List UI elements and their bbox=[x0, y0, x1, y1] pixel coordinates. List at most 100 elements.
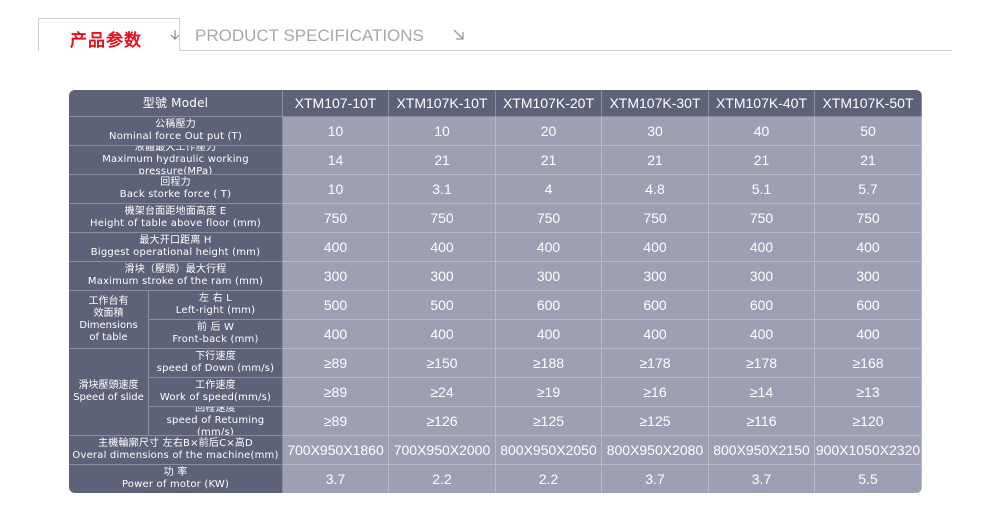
value-cell: 3.7 bbox=[709, 465, 815, 493]
value-cell: 400 bbox=[815, 320, 922, 349]
row-label-cn: 液體最大工作壓力 bbox=[134, 146, 217, 153]
chevron-down-icon bbox=[170, 30, 180, 42]
value-cell: 5.1 bbox=[709, 175, 815, 204]
row-label-cell: 液體最大工作壓力 Maximum hydraulic working pressu… bbox=[69, 146, 283, 175]
value-cell: 300 bbox=[709, 262, 815, 291]
value-cell: 300 bbox=[389, 262, 496, 291]
value-cell: 3.7 bbox=[283, 465, 389, 493]
value-cell: 750 bbox=[389, 204, 496, 233]
value-cell: ≥89 bbox=[283, 378, 389, 407]
row-label-cell: 下行速度 speed of Down (mm/s) bbox=[149, 349, 283, 378]
row-label-cell: 工作速度 Work of speed(mm/s) bbox=[149, 378, 283, 407]
section-header: 产品参数 PRODUCT SPECIFICATIONS bbox=[38, 18, 952, 52]
row-label-cell: 回程力 Back storke force ( T) bbox=[69, 175, 283, 204]
value-cell: ≥13 bbox=[815, 378, 922, 407]
value-cell: 900X1050X2320 bbox=[815, 436, 922, 465]
value-cell: 400 bbox=[709, 233, 815, 262]
row-label-cn: 公稱壓力 bbox=[155, 119, 196, 130]
group-label: 滑块壓頭速度 Speed of slide bbox=[73, 380, 144, 403]
row-label-cn: 前 后 W bbox=[196, 322, 235, 333]
row-label-cell: 最大开口距离 H Biggest operational height (mm) bbox=[69, 233, 283, 262]
value-cell: 21 bbox=[602, 146, 709, 175]
row-label-cn: 最大开口距离 H bbox=[139, 235, 212, 246]
row-label-en: Height of table above floor (mm) bbox=[90, 218, 261, 229]
value-cell: 400 bbox=[389, 320, 496, 349]
value-cell: ≥125 bbox=[602, 407, 709, 436]
value-cell: 300 bbox=[283, 262, 389, 291]
value-cell: 600 bbox=[496, 291, 602, 320]
value-cell: ≥168 bbox=[815, 349, 922, 378]
value-cell: 600 bbox=[602, 291, 709, 320]
row-label-cell: 公稱壓力 Nominal force Out put (T) bbox=[69, 117, 283, 146]
value-cell: 400 bbox=[496, 320, 602, 349]
value-cell: 400 bbox=[496, 233, 602, 262]
value-cell: 10 bbox=[389, 117, 496, 146]
row-label-en: Nominal force Out put (T) bbox=[109, 131, 242, 142]
value-cell: ≥150 bbox=[389, 349, 496, 378]
value-cell: ≥24 bbox=[389, 378, 496, 407]
arrow-down-right-icon bbox=[452, 28, 466, 46]
value-cell: 5.7 bbox=[815, 175, 922, 204]
header-tab bbox=[38, 18, 180, 51]
row-label-en: Front-back (mm) bbox=[172, 334, 259, 345]
row-label-cell: 主機輪廓尺寸 左右B×前后C×高D Overal dimensions of th… bbox=[69, 436, 283, 465]
value-cell: ≥125 bbox=[496, 407, 602, 436]
row-label-cell: 前 后 W Front-back (mm) bbox=[149, 320, 283, 349]
row-label-en: Maximum stroke of the ram (mm) bbox=[87, 276, 264, 287]
value-cell: ≥14 bbox=[709, 378, 815, 407]
model-header-cell: XTM107K-10T bbox=[389, 90, 496, 117]
value-cell: 700X950X1860 bbox=[283, 436, 389, 465]
value-cell: 400 bbox=[389, 233, 496, 262]
row-label-cn: 主機輪廓尺寸 左右B×前后C×高D bbox=[98, 438, 253, 449]
value-cell: 14 bbox=[283, 146, 389, 175]
value-cell: 10 bbox=[283, 117, 389, 146]
value-cell: 300 bbox=[496, 262, 602, 291]
model-header-cell: XTM107-10T bbox=[283, 90, 389, 117]
row-label-cn: 機架台面距地面高度 E bbox=[124, 206, 227, 217]
row-label-en: speed of Retuming (mm/s) bbox=[166, 415, 265, 436]
value-cell: ≥178 bbox=[602, 349, 709, 378]
value-cell: ≥126 bbox=[389, 407, 496, 436]
dimensions-group-cell: 工作台有 效面積 Dimensions of table bbox=[69, 291, 149, 349]
value-cell: 750 bbox=[283, 204, 389, 233]
model-header-cell: XTM107K-30T bbox=[602, 90, 709, 117]
value-cell: ≥89 bbox=[283, 407, 389, 436]
value-cell: ≥120 bbox=[815, 407, 922, 436]
row-label-en: Overal dimensions of the machine(mm) bbox=[72, 450, 279, 461]
value-cell: 400 bbox=[283, 320, 389, 349]
value-cell: 800X950X2150 bbox=[709, 436, 815, 465]
model-label: 型號 Model bbox=[142, 96, 209, 110]
spec-table: 型號 Model XTM107-10T XTM107K-10T XTM107K-20T… bbox=[69, 90, 922, 493]
value-cell: 40 bbox=[709, 117, 815, 146]
row-label-cell: 左 右 L Left-right (mm) bbox=[149, 291, 283, 320]
value-cell: 700X950X2000 bbox=[389, 436, 496, 465]
value-cell: ≥16 bbox=[602, 378, 709, 407]
value-cell: 4.8 bbox=[602, 175, 709, 204]
value-cell: 600 bbox=[709, 291, 815, 320]
value-cell: ≥178 bbox=[709, 349, 815, 378]
value-cell: 500 bbox=[389, 291, 496, 320]
row-label-en: speed of Down (mm/s) bbox=[156, 363, 275, 374]
value-cell: 21 bbox=[815, 146, 922, 175]
row-label-cell: 機架台面距地面高度 E Height of table above floor (… bbox=[69, 204, 283, 233]
row-label-en: Power of motor (KW) bbox=[121, 479, 230, 490]
row-label-cn: 滑块（壓頭）最大行程 bbox=[124, 264, 227, 275]
value-cell: ≥188 bbox=[496, 349, 602, 378]
value-cell: 400 bbox=[283, 233, 389, 262]
value-cell: 300 bbox=[815, 262, 922, 291]
value-cell: 21 bbox=[496, 146, 602, 175]
value-cell: 400 bbox=[815, 233, 922, 262]
row-label-en: Biggest operational height (mm) bbox=[90, 247, 261, 258]
row-label-cn: 工作速度 bbox=[195, 380, 236, 391]
value-cell: 2.2 bbox=[389, 465, 496, 493]
value-cell: ≥116 bbox=[709, 407, 815, 436]
header-title-cn: 产品参数 bbox=[70, 31, 142, 51]
value-cell: 21 bbox=[709, 146, 815, 175]
value-cell: 4 bbox=[496, 175, 602, 204]
value-cell: 30 bbox=[602, 117, 709, 146]
speed-group-cell: 滑块壓頭速度 Speed of slide bbox=[69, 349, 149, 436]
row-label-cn: 功 率 bbox=[163, 467, 188, 478]
value-cell: 750 bbox=[496, 204, 602, 233]
value-cell: 600 bbox=[815, 291, 922, 320]
row-label-cn: 左 右 L bbox=[199, 293, 232, 304]
